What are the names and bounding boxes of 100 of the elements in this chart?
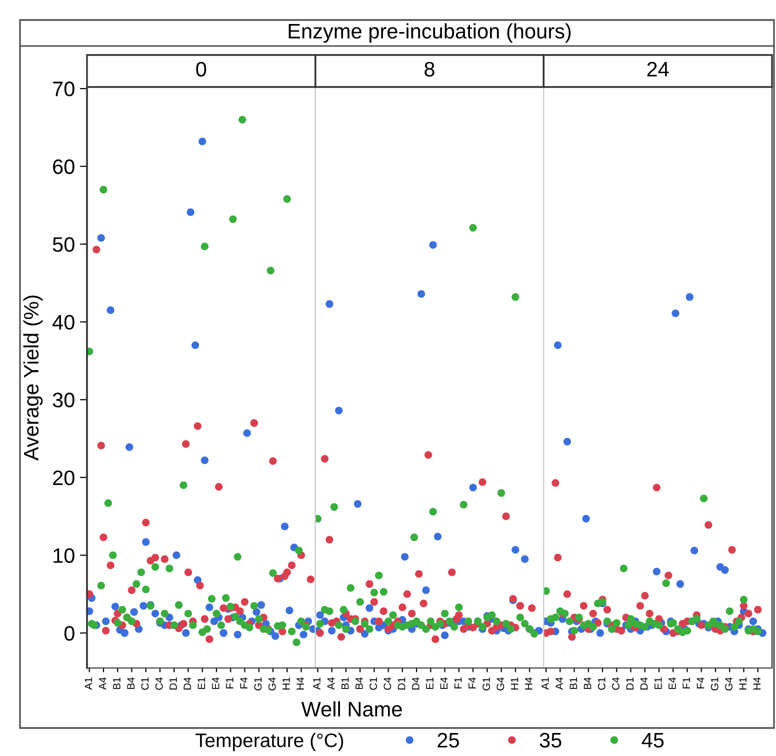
point	[561, 610, 569, 618]
point	[460, 500, 468, 508]
x-tick-label: D4	[184, 677, 191, 690]
x-tick-label: H1	[282, 678, 290, 690]
point	[546, 628, 555, 636]
point	[182, 629, 190, 637]
point	[342, 625, 350, 633]
x-tick-label: G1	[710, 678, 718, 690]
point	[87, 607, 94, 616]
point	[315, 514, 322, 522]
x-tick-label: G4	[268, 677, 276, 690]
point	[429, 241, 437, 249]
x-tick-label: A4	[99, 677, 106, 690]
point	[326, 300, 334, 308]
point	[554, 554, 562, 562]
point	[672, 310, 680, 318]
point	[749, 618, 757, 626]
point	[408, 610, 416, 618]
point	[415, 570, 423, 578]
point	[502, 620, 510, 628]
point	[286, 606, 294, 614]
point	[203, 625, 211, 633]
point	[620, 564, 628, 572]
point	[87, 348, 94, 356]
point	[450, 622, 458, 631]
x-tick-label: D1	[170, 678, 177, 690]
point	[455, 611, 463, 619]
point	[730, 622, 738, 631]
point	[726, 607, 734, 616]
point	[432, 635, 440, 644]
point	[137, 568, 145, 576]
point	[246, 624, 254, 632]
point	[370, 598, 378, 606]
point	[728, 546, 736, 554]
point	[283, 568, 291, 576]
point	[222, 594, 230, 602]
x-tick-label: B1	[113, 678, 120, 689]
point	[255, 615, 263, 623]
point	[335, 406, 343, 414]
point	[512, 293, 520, 301]
point	[497, 489, 506, 497]
x-tick-label: E1	[654, 678, 662, 689]
point	[90, 621, 98, 630]
point	[690, 546, 698, 554]
x-tick-label: F4	[240, 677, 248, 688]
y-tick-label: 20	[53, 470, 74, 486]
point	[721, 566, 729, 574]
point	[754, 606, 762, 614]
point	[297, 618, 306, 626]
x-tick-label: H4	[753, 677, 761, 690]
x-tick-label: G4	[496, 677, 504, 690]
point	[434, 532, 442, 540]
point	[464, 618, 472, 626]
point	[698, 621, 706, 630]
point	[417, 290, 426, 298]
point	[440, 610, 449, 618]
y-tick-label: 70	[53, 82, 74, 96]
y-tick-label: 10	[54, 548, 74, 563]
point	[184, 610, 192, 618]
x-tick-label: C1	[598, 678, 606, 690]
x-tick-label: A1	[84, 678, 92, 690]
point	[636, 602, 644, 610]
point	[552, 479, 560, 487]
x-tick-label: C4	[155, 677, 163, 690]
point	[662, 579, 670, 588]
x-tick-label: E4	[212, 677, 220, 689]
point	[440, 632, 449, 640]
point	[120, 629, 128, 637]
point	[624, 621, 632, 630]
point	[102, 626, 110, 634]
y-tick-label: 0	[64, 626, 74, 641]
point	[295, 546, 303, 554]
point	[641, 622, 649, 631]
point	[566, 618, 574, 626]
point	[309, 625, 316, 633]
point	[646, 610, 654, 618]
point	[180, 481, 188, 490]
x-tick-label: F4	[696, 677, 704, 688]
point	[189, 621, 197, 630]
point	[603, 606, 612, 614]
point	[102, 618, 110, 626]
x-axis-title: Well Name	[301, 701, 402, 717]
legend-label: 35	[540, 732, 562, 748]
point	[506, 625, 515, 633]
point	[403, 590, 411, 598]
point	[326, 536, 334, 544]
point	[563, 590, 572, 598]
point	[97, 582, 105, 590]
point	[200, 615, 209, 623]
point	[488, 611, 496, 619]
point	[106, 306, 114, 314]
point	[455, 604, 463, 612]
point	[478, 622, 486, 631]
point	[274, 574, 282, 582]
point	[469, 224, 477, 232]
point	[400, 552, 409, 561]
point	[196, 582, 204, 590]
point	[676, 580, 684, 588]
x-tick-label: E4	[440, 677, 448, 689]
point	[652, 568, 660, 576]
